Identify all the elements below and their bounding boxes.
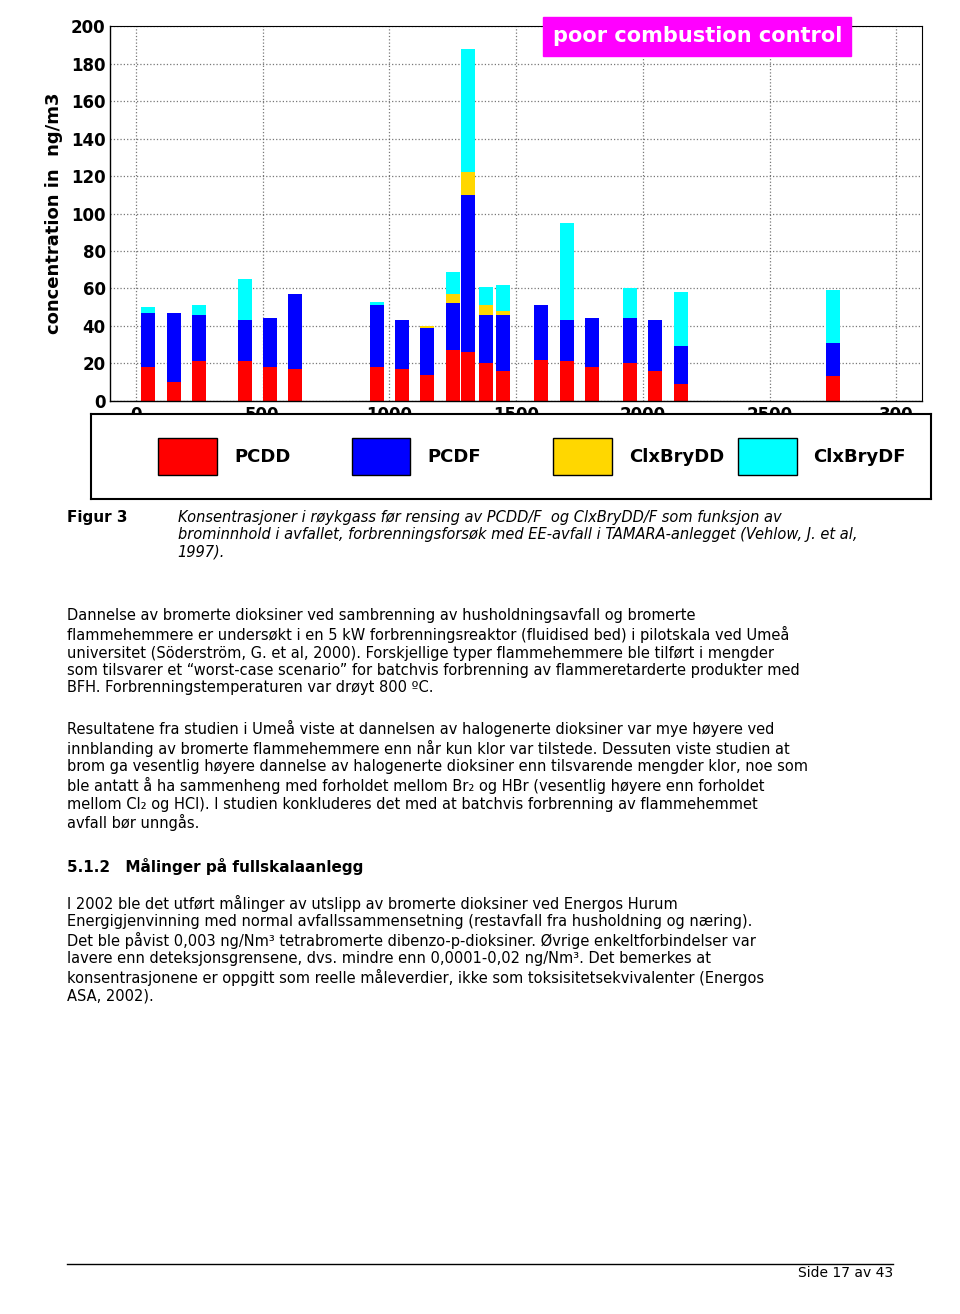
Bar [445, 304, 460, 351]
Text: Konsentrasjoner i røykgass før rensing av PCDD/F  og ClxBryDD/F som funksjon av
: Konsentrasjoner i røykgass før rensing a… [178, 510, 857, 560]
Bar [674, 347, 687, 384]
Bar [496, 285, 511, 311]
Bar [420, 327, 434, 374]
Bar [238, 361, 252, 401]
FancyBboxPatch shape [553, 438, 612, 476]
Bar [674, 384, 687, 401]
Bar [535, 360, 548, 401]
Bar [560, 321, 574, 361]
Text: ClxBryDD: ClxBryDD [629, 448, 724, 465]
Bar [461, 352, 475, 401]
Bar [674, 292, 687, 347]
Bar [445, 351, 460, 401]
Bar [445, 272, 460, 294]
Bar [238, 321, 252, 361]
Bar [479, 286, 492, 305]
Text: ClxBryDF: ClxBryDF [813, 448, 906, 465]
Bar [461, 172, 475, 194]
Bar [461, 194, 475, 352]
Bar [167, 313, 180, 382]
Bar [623, 289, 637, 318]
Bar [370, 367, 384, 401]
Bar [370, 301, 384, 305]
Bar [826, 343, 840, 376]
Bar [192, 314, 206, 361]
Bar [420, 374, 434, 401]
Bar [496, 314, 511, 371]
Bar [141, 313, 156, 367]
FancyBboxPatch shape [351, 438, 411, 476]
Bar [648, 321, 662, 371]
Text: Dannelse av bromerte dioksiner ved sambrenning av husholdningsavfall og bromerte: Dannelse av bromerte dioksiner ved sambr… [67, 608, 800, 695]
Bar [479, 305, 492, 314]
Bar [395, 369, 409, 401]
Bar [420, 326, 434, 327]
Bar [395, 321, 409, 369]
Text: Figur 3: Figur 3 [67, 510, 128, 524]
Bar [560, 223, 574, 321]
Bar [370, 305, 384, 367]
Bar [826, 290, 840, 343]
Bar [289, 369, 302, 401]
Bar [648, 371, 662, 401]
Text: PCDF: PCDF [427, 448, 481, 465]
Bar [141, 307, 156, 313]
Text: PCDD: PCDD [234, 448, 290, 465]
Bar [479, 364, 492, 401]
Bar [496, 311, 511, 314]
Text: Side 17 av 43: Side 17 av 43 [798, 1267, 893, 1280]
X-axis label: Br feed in mg/kg of dry fuel: Br feed in mg/kg of dry fuel [376, 432, 656, 449]
Bar [826, 376, 840, 401]
Text: I 2002 ble det utført målinger av utslipp av bromerte dioksiner ved Energos Huru: I 2002 ble det utført målinger av utslip… [67, 895, 764, 1004]
Bar [496, 371, 511, 401]
Text: 5.1.2 Målinger på fullskalaanlegg: 5.1.2 Målinger på fullskalaanlegg [67, 858, 364, 875]
Bar [238, 279, 252, 321]
Bar [167, 382, 180, 401]
Bar [263, 318, 277, 367]
Text: Resultatene fra studien i Umeå viste at dannelsen av halogenerte dioksiner var m: Resultatene fra studien i Umeå viste at … [67, 720, 808, 832]
Bar [585, 318, 599, 367]
Bar [263, 367, 277, 401]
Bar [192, 361, 206, 401]
Bar [445, 294, 460, 304]
Bar [560, 361, 574, 401]
FancyBboxPatch shape [738, 438, 797, 476]
Bar [479, 314, 492, 364]
Bar [192, 305, 206, 314]
Text: poor combustion control: poor combustion control [553, 26, 842, 46]
FancyBboxPatch shape [158, 438, 217, 476]
Bar [623, 318, 637, 364]
Y-axis label: concentration in  ng/m3: concentration in ng/m3 [44, 93, 62, 334]
Bar [289, 294, 302, 369]
Bar [585, 367, 599, 401]
Bar [535, 305, 548, 360]
Bar [461, 49, 475, 172]
Bar [141, 367, 156, 401]
Bar [623, 364, 637, 401]
